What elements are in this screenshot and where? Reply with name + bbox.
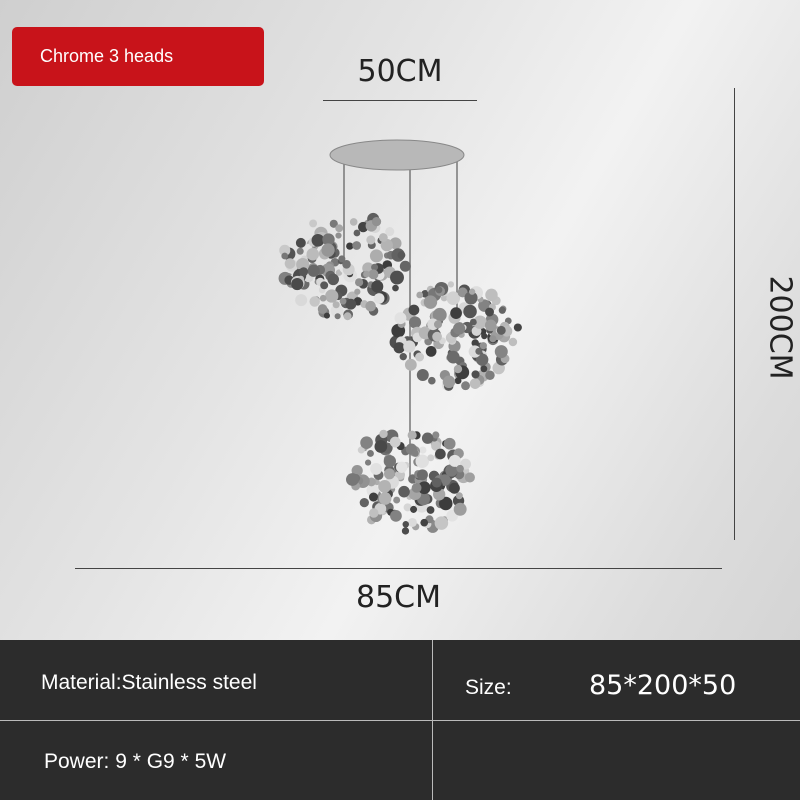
top-width-label: 50CM bbox=[357, 54, 443, 89]
column-divider bbox=[432, 640, 433, 800]
pendant-cluster bbox=[278, 212, 411, 321]
variant-badge: Chrome 3 heads bbox=[12, 27, 264, 86]
bottom-width-label: 85CM bbox=[355, 580, 441, 615]
spec-table: Material:Stainless steel Size: 85*200*50… bbox=[0, 640, 800, 800]
top-width-line bbox=[323, 100, 477, 101]
size-value: 85*200*50 bbox=[589, 670, 737, 701]
bottom-width-line bbox=[75, 568, 722, 569]
canopy bbox=[329, 139, 465, 171]
pendant-cluster bbox=[346, 429, 475, 535]
row-divider bbox=[0, 720, 800, 721]
pendant-cluster bbox=[389, 281, 522, 391]
height-line bbox=[734, 88, 735, 540]
power-spec: Power: 9 * G9 * 5W bbox=[44, 750, 227, 773]
chandelier-image bbox=[278, 139, 522, 535]
size-label: Size: bbox=[465, 676, 512, 699]
material-spec: Material:Stainless steel bbox=[41, 671, 257, 694]
